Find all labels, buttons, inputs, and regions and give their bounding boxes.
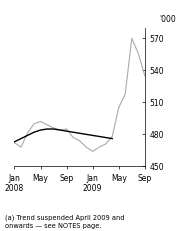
Text: '000: '000 bbox=[159, 15, 176, 24]
Text: (a) Trend suspended April 2009 and
onwards — see NOTES page.: (a) Trend suspended April 2009 and onwar… bbox=[5, 214, 125, 229]
